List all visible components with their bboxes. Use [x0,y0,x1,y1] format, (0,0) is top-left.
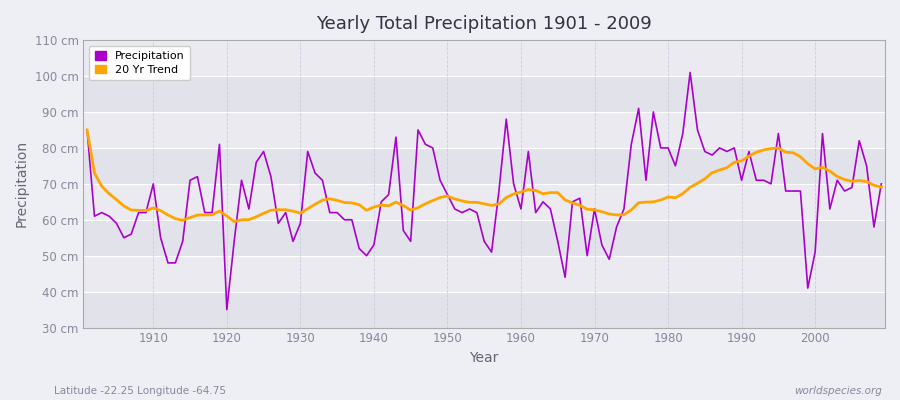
20 Yr Trend [82,128,93,132]
Precipitation [611,224,622,229]
20 Yr Trend [354,202,364,207]
Precipitation [310,171,320,176]
Bar [84,220,885,256]
Precipitation [140,210,151,215]
Bar [84,292,885,328]
Y-axis label: Precipitation: Precipitation [15,140,29,228]
Line: 20 Yr Trend: 20 Yr Trend [87,130,881,222]
Precipitation [354,246,364,251]
20 Yr Trend [229,219,239,224]
Precipitation [516,207,526,212]
Text: Latitude -22.25 Longitude -64.75: Latitude -22.25 Longitude -64.75 [54,386,226,396]
20 Yr Trend [310,202,320,207]
Legend: Precipitation, 20 Yr Trend: Precipitation, 20 Yr Trend [89,46,190,80]
Title: Yearly Total Precipitation 1901 - 2009: Yearly Total Precipitation 1901 - 2009 [316,15,652,33]
Precipitation [82,128,93,132]
20 Yr Trend [876,185,886,190]
20 Yr Trend [140,208,151,213]
Bar [84,148,885,184]
Precipitation [523,149,534,154]
Precipitation [685,70,696,75]
20 Yr Trend [611,212,622,217]
Text: worldspecies.org: worldspecies.org [794,386,882,396]
20 Yr Trend [523,187,534,192]
20 Yr Trend [516,190,526,194]
Bar [84,76,885,112]
Precipitation [221,307,232,312]
Line: Precipitation: Precipitation [87,72,881,310]
Precipitation [876,182,886,186]
X-axis label: Year: Year [470,351,499,365]
